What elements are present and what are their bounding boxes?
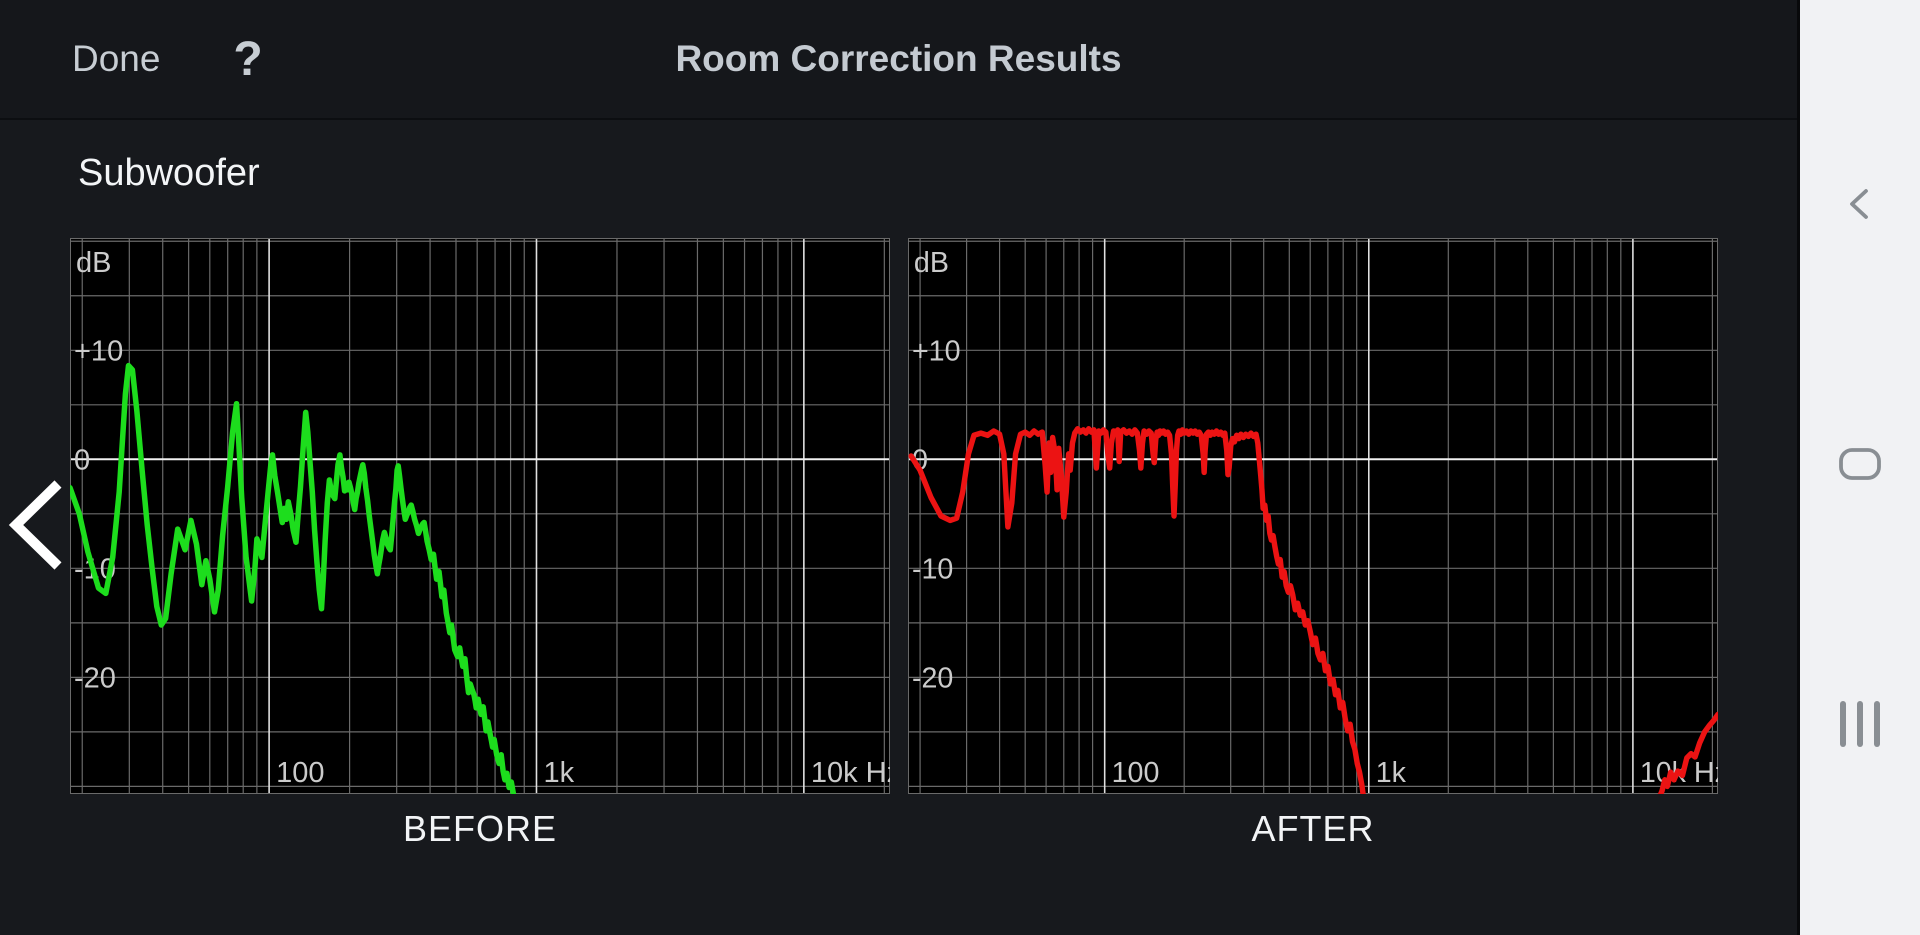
y-axis-tick-label: 0: [74, 444, 90, 476]
y-axis-tick-label: -20: [74, 662, 116, 694]
y-axis-unit-label: dB: [914, 247, 949, 279]
chevron-left-icon: [8, 480, 62, 570]
x-axis-tick-label: 100: [1112, 757, 1160, 789]
back-chevron-icon: [1850, 189, 1868, 219]
after-trace: [908, 426, 1366, 794]
y-axis-tick-label: +10: [74, 335, 123, 367]
recent-apps-icon-button[interactable]: [1800, 664, 1920, 784]
previous-page-chevron-button[interactable]: [8, 479, 64, 571]
before-trace: [70, 362, 517, 794]
y-axis-tick-label: -10: [912, 553, 953, 585]
after-trace: [1657, 711, 1718, 794]
x-axis-tick-label: 10k Hz: [811, 757, 890, 789]
x-axis-tick-label: 1k: [543, 757, 574, 789]
nav-back-button[interactable]: [1800, 144, 1920, 264]
nav-home-button[interactable]: [1800, 404, 1920, 524]
home-icon: [1839, 448, 1881, 480]
android-navigation-bar: [1797, 0, 1920, 935]
done-button[interactable]: Done: [72, 0, 160, 118]
y-axis-unit-label: dB: [76, 247, 111, 279]
top-bar: Done ? Room Correction Results: [0, 0, 1797, 120]
y-axis-tick-label: -20: [912, 662, 953, 694]
x-axis-tick-label: 100: [276, 757, 324, 789]
x-axis-tick-label: 1k: [1376, 757, 1407, 789]
help-button[interactable]: ?: [218, 0, 278, 118]
before-caption: BEFORE: [402, 808, 558, 849]
y-axis-tick-label: +10: [912, 335, 961, 367]
recent-apps-icon: [1840, 701, 1880, 747]
speaker-label: Subwoofer: [78, 152, 260, 194]
after-caption: AFTER: [1251, 808, 1375, 849]
